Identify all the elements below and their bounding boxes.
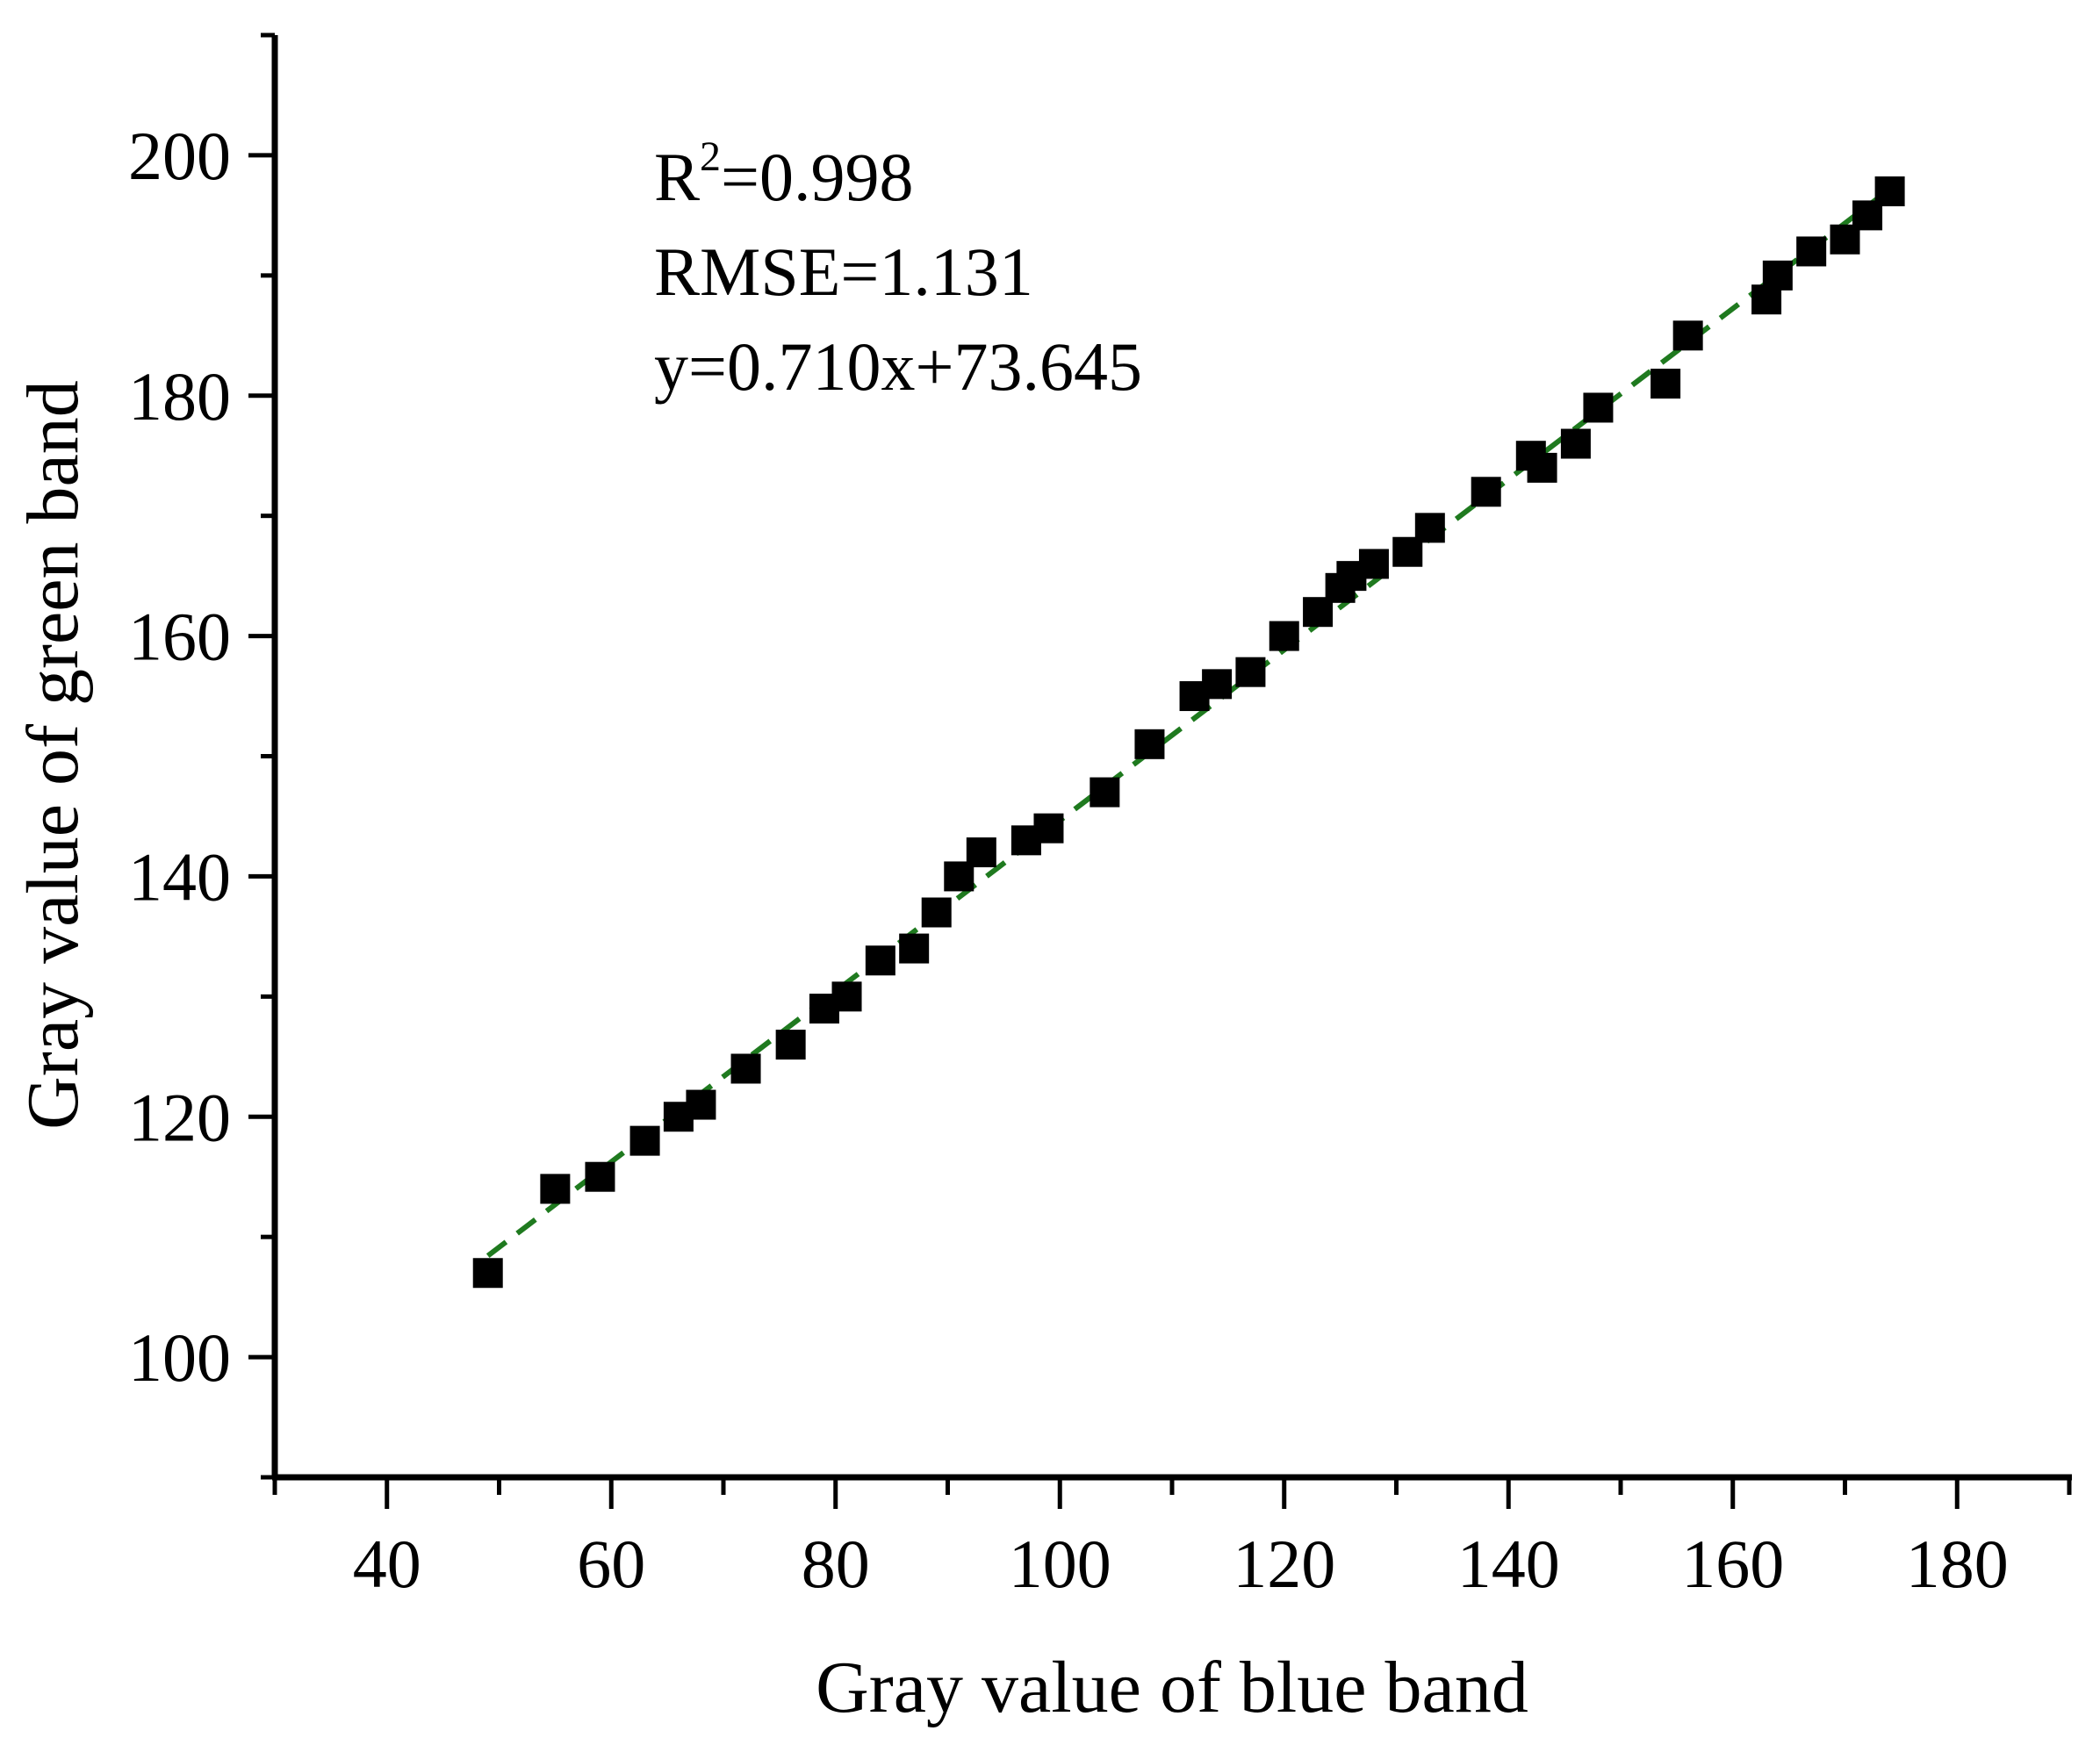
data-point [775, 1030, 806, 1060]
data-point [686, 1089, 716, 1120]
data-point [1090, 777, 1120, 808]
x-tick-label: 120 [1233, 1526, 1335, 1602]
x-tick-label: 80 [802, 1526, 870, 1602]
data-point [730, 1053, 761, 1084]
data-point [1414, 513, 1445, 543]
data-point [1796, 236, 1827, 267]
data-point [629, 1125, 660, 1156]
x-axis-title: Gray value of blue band [816, 1647, 1528, 1728]
equation-label: y=0.710x+73.645 [654, 328, 1142, 405]
y-axis-ticks: 100 120 140 160 180 200 [128, 32, 275, 1480]
data-point [1235, 657, 1266, 687]
y-tick-label: 160 [128, 599, 231, 675]
r-squared-label: R2=0.998 [654, 133, 914, 215]
data-point [1651, 369, 1681, 399]
x-tick-label: 160 [1681, 1526, 1784, 1602]
data-point [1358, 549, 1389, 579]
data-point [921, 897, 952, 928]
data-point [1874, 176, 1905, 206]
data-point [1672, 320, 1703, 351]
data-point [966, 837, 996, 868]
x-tick-label: 60 [577, 1526, 645, 1602]
y-tick-label: 140 [128, 838, 231, 915]
data-point [865, 945, 895, 976]
data-point [540, 1174, 571, 1204]
x-tick-label: 180 [1906, 1526, 2009, 1602]
data-point [585, 1161, 615, 1192]
y-tick-label: 200 [128, 118, 231, 194]
y-axis-title: Gray value of green band [12, 380, 94, 1130]
data-point [1202, 669, 1233, 700]
x-tick-label: 100 [1009, 1526, 1111, 1602]
data-point [1033, 813, 1064, 844]
y-tick-label: 120 [128, 1079, 231, 1155]
data-point [1269, 621, 1299, 651]
data-point [1762, 260, 1793, 291]
x-tick-label: 40 [353, 1526, 421, 1602]
data-point [1560, 428, 1591, 459]
data-point [1527, 452, 1557, 483]
data-point [831, 981, 862, 1012]
data-point [472, 1258, 503, 1289]
y-tick-label: 180 [128, 358, 231, 434]
data-points [472, 176, 1905, 1289]
rmse-label: RMSE=1.131 [654, 233, 1033, 310]
data-point [1471, 477, 1501, 507]
data-point [1134, 729, 1165, 759]
y-tick-label: 100 [128, 1319, 231, 1396]
x-tick-label: 140 [1457, 1526, 1560, 1602]
data-point [899, 933, 930, 964]
stats-annotation: R2=0.998 RMSE=1.131 y=0.710x+73.645 [654, 133, 1142, 405]
x-axis-ticks: 40 60 80 100 120 140 160 180 [272, 1477, 2072, 1602]
data-point [1583, 392, 1614, 423]
